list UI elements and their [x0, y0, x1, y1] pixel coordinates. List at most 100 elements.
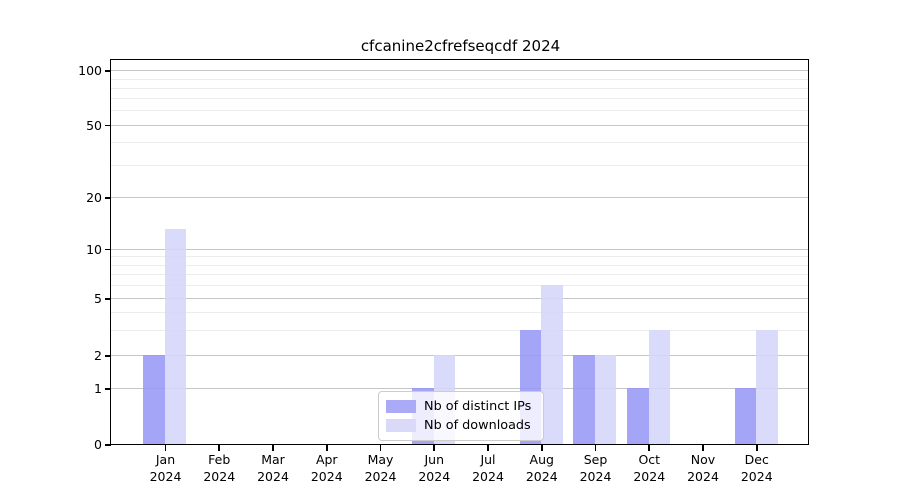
major-gridline [111, 355, 809, 357]
x-tick-year: 2024 [740, 468, 773, 484]
y-tick-label: 10 [86, 241, 102, 257]
x-tick-month: May [367, 452, 394, 467]
x-tick-month: Jul [480, 452, 496, 467]
bar-downloads [756, 330, 778, 445]
bar-distinct-ips [573, 355, 595, 445]
y-tick-mark [105, 298, 111, 300]
x-tick-year: 2024 [687, 468, 719, 484]
x-tick-year: 2024 [310, 468, 343, 484]
x-tick-year: 2024 [364, 468, 397, 484]
y-tick-mark [105, 70, 111, 72]
x-tick-year: 2024 [579, 468, 612, 484]
major-gridline [111, 298, 809, 300]
x-tick-mark [702, 445, 704, 451]
x-tick-mark [164, 445, 167, 451]
x-tick-month: Jan [155, 452, 176, 467]
minor-gridline [111, 274, 809, 276]
bar-downloads [164, 229, 187, 445]
y-tick-label: 2 [94, 348, 102, 363]
legend-swatch-distinct-ips [386, 400, 416, 413]
legend-swatch-downloads [386, 419, 416, 432]
x-tick-label: Feb 2024 [179, 452, 259, 485]
y-tick-label: 0 [94, 437, 102, 452]
x-tick-label: Mar 2024 [233, 452, 313, 485]
minor-gridline [111, 165, 809, 167]
x-tick-month: Sep [583, 452, 608, 467]
x-tick-month: Aug [529, 452, 554, 467]
y-tick-label: 1 [94, 381, 102, 396]
bar-downloads [648, 330, 671, 445]
x-tick-year: 2024 [418, 468, 451, 484]
y-tick-label: 20 [86, 190, 102, 205]
x-tick-label: Oct 2024 [609, 452, 689, 485]
x-tick-month: Jun [424, 452, 445, 467]
bar-distinct-ips [734, 388, 757, 445]
bar-downloads [541, 285, 563, 445]
y-tick-mark [105, 388, 111, 390]
x-tick-label: Jun 2024 [394, 452, 474, 485]
y-tick-mark [105, 197, 111, 199]
bar-distinct-ips [143, 355, 165, 445]
x-tick-month: Dec [744, 452, 769, 467]
x-tick-month: Mar [261, 452, 285, 467]
x-tick-mark [594, 445, 597, 451]
minor-gridline [111, 110, 809, 112]
x-tick-mark [648, 445, 651, 451]
bar-downloads [594, 355, 617, 445]
x-tick-mark [272, 445, 274, 451]
x-tick-month: Apr [315, 452, 338, 467]
x-tick-label: Aug 2024 [502, 452, 582, 485]
x-tick-label: May 2024 [341, 452, 421, 485]
major-gridline [111, 70, 809, 72]
legend-item: Nb of downloads [386, 418, 535, 433]
y-tick-mark [105, 248, 111, 251]
minor-gridline [111, 256, 809, 258]
x-tick-year: 2024 [257, 468, 289, 484]
minor-gridline [111, 285, 809, 287]
x-tick-mark [325, 445, 328, 451]
minor-gridline [111, 98, 809, 100]
major-gridline [111, 197, 809, 199]
x-tick-mark [487, 445, 489, 451]
minor-gridline [111, 87, 809, 89]
plot-area [110, 59, 810, 446]
x-tick-month: Nov [690, 452, 716, 467]
x-tick-month: Oct [638, 452, 661, 467]
x-tick-label: Dec 2024 [717, 452, 797, 485]
x-tick-year: 2024 [472, 468, 504, 484]
legend-item: Nb of distinct IPs [386, 399, 535, 414]
x-tick-mark [379, 445, 382, 451]
y-tick-mark [105, 124, 111, 127]
x-tick-mark [755, 445, 758, 451]
bar-distinct-ips [627, 388, 649, 445]
x-tick-mark [540, 445, 543, 451]
x-tick-year: 2024 [149, 468, 182, 484]
legend: Nb of distinct IPs Nb of downloads [378, 391, 544, 441]
x-tick-label: Apr 2024 [287, 452, 367, 485]
x-tick-label: Jul 2024 [448, 452, 528, 485]
chart-title: cfcanine2cfrefseqcdf 2024 [360, 37, 561, 55]
y-tick-label: 50 [86, 117, 102, 133]
minor-gridline [111, 312, 809, 314]
x-tick-label: Jan 2024 [126, 452, 206, 485]
x-tick-label: Nov 2024 [663, 452, 743, 485]
minor-gridline [111, 330, 809, 332]
legend-label: Nb of downloads [424, 418, 531, 433]
x-tick-label: Sep 2024 [556, 452, 636, 485]
major-gridline [111, 124, 809, 126]
y-tick-mark [105, 444, 111, 446]
legend-label: Nb of distinct IPs [424, 399, 532, 414]
x-tick-year: 2024 [633, 468, 666, 484]
y-tick-label: 100 [78, 63, 102, 78]
minor-gridline [111, 78, 809, 80]
minor-gridline [111, 142, 809, 144]
x-tick-year: 2024 [525, 468, 558, 484]
x-tick-mark [433, 445, 436, 451]
minor-gridline [111, 264, 809, 266]
y-tick-label: 5 [94, 291, 102, 306]
y-tick-mark [105, 355, 111, 357]
major-gridline [111, 248, 809, 250]
x-tick-month: Feb [208, 452, 231, 467]
x-tick-mark [218, 445, 221, 451]
